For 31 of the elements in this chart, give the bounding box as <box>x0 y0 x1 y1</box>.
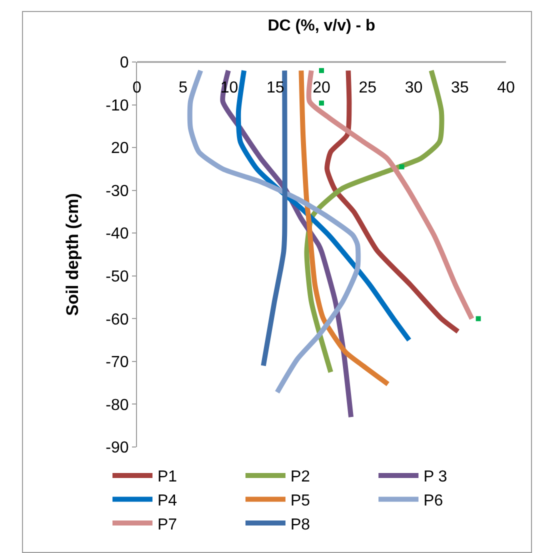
x-tick-label: 0 <box>132 79 142 96</box>
x-tick-label: 40 <box>497 79 515 96</box>
legend-label: P8 <box>290 516 310 534</box>
legend-label: P2 <box>290 468 310 486</box>
y-tick-label: 20 <box>111 140 129 158</box>
legend-label: P5 <box>290 492 310 510</box>
legend-label: P6 <box>423 492 444 510</box>
y-tick-label: -80 <box>106 396 129 414</box>
chart-title: DC (%, v/v) - b <box>268 17 376 34</box>
x-tick-label: 5 <box>178 79 188 96</box>
y-tick-label: -30 <box>106 182 129 200</box>
x-tick-label: 20 <box>312 79 330 96</box>
point <box>319 68 324 74</box>
legend-label: P1 <box>157 468 178 486</box>
y-tick-label: -90 <box>106 440 129 457</box>
y-tick-label: -70 <box>106 354 129 372</box>
y-tick-label: -50 <box>106 268 129 286</box>
legend-label: P7 <box>157 516 178 534</box>
y-axis-title: Soil depth (cm) <box>63 193 82 316</box>
point <box>476 316 481 322</box>
point <box>319 100 324 106</box>
x-tick-label: 30 <box>404 79 423 96</box>
y-tick-label: -60 <box>106 311 129 328</box>
x-tick-label: 25 <box>358 79 377 96</box>
x-tick-label: 35 <box>450 79 469 96</box>
y-tick-label: 0 <box>120 54 129 72</box>
point <box>399 164 404 170</box>
legend-label: P4 <box>157 492 178 510</box>
y-tick-label: -10 <box>106 97 129 114</box>
y-tick-label: -40 <box>106 226 129 243</box>
legend-label: P 3 <box>423 468 448 486</box>
